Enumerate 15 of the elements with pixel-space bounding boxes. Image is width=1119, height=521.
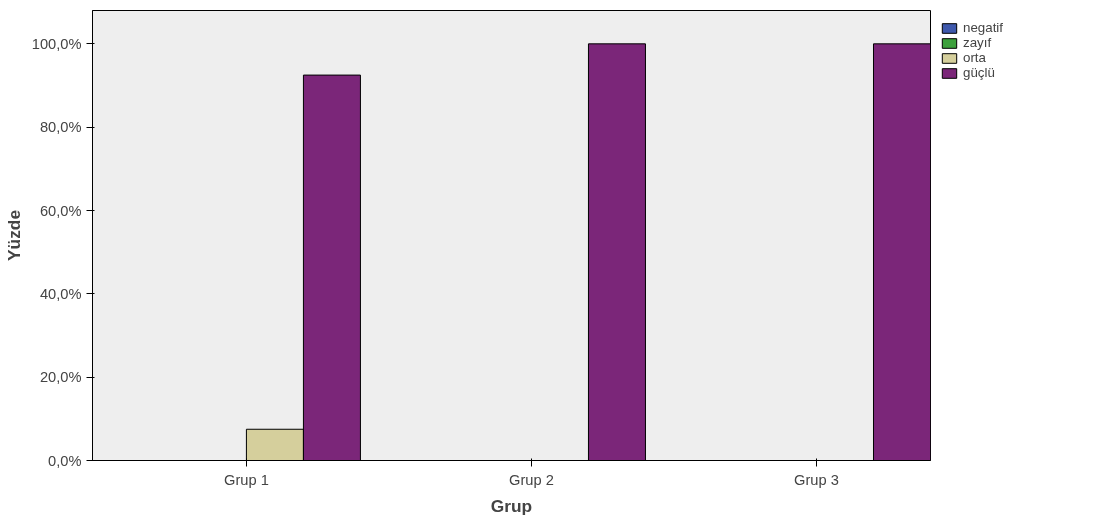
x-tick-label: Grup 2 — [509, 471, 554, 488]
y-tick-label: 80,0% — [39, 119, 82, 136]
y-tick-label: 40,0% — [39, 285, 82, 302]
y-axis-title: Yüzde — [3, 209, 24, 262]
y-tick-label: 100,0% — [31, 35, 82, 52]
legend-label: negatif — [963, 20, 1004, 35]
legend-label: zayıf — [963, 35, 992, 50]
x-tick-label: Grup 1 — [224, 471, 269, 488]
y-tick-label: 60,0% — [39, 202, 82, 219]
x-tick-label: Grup 3 — [794, 471, 839, 488]
legend-label: güçlü — [963, 65, 995, 80]
legend-label: orta — [963, 50, 986, 65]
y-tick-label: 0,0% — [48, 452, 82, 469]
x-axis-title: Grup — [490, 495, 533, 516]
y-tick-label: 20,0% — [39, 369, 82, 386]
